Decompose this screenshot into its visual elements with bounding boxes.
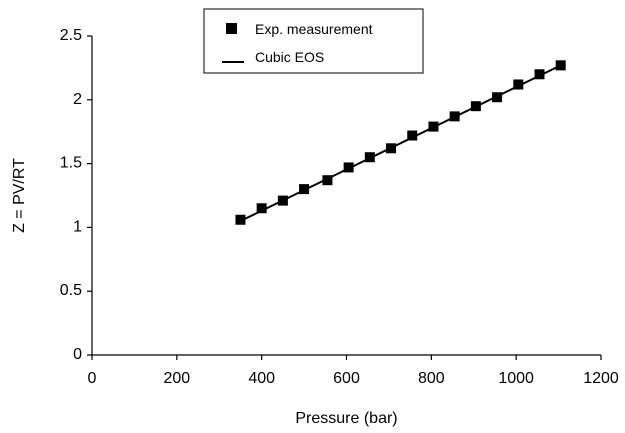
x-tick-label: 1200: [583, 370, 619, 387]
plot-area: [235, 60, 566, 225]
data-point: [555, 60, 566, 71]
data-point: [470, 101, 481, 112]
x-tick-label: 400: [248, 370, 275, 387]
data-point: [277, 195, 288, 206]
cubic-eos-line: [240, 64, 562, 222]
x-tick-label: 0: [88, 370, 97, 387]
y-tick-label: 0.5: [60, 282, 82, 299]
legend-label-exp: Exp. measurement: [255, 21, 373, 37]
x-tick-label: 200: [163, 370, 190, 387]
data-point: [256, 203, 267, 214]
x-tick-label: 800: [418, 370, 445, 387]
y-tick-label: 2.5: [60, 27, 82, 44]
data-point: [235, 214, 246, 225]
y-tick-label: 0: [73, 346, 82, 363]
axes: 0 200 400 600 800 1000 1200 0 0.5 1 1.5 2 2.5: [60, 27, 619, 387]
y-axis-title: Z = PV/RT: [11, 158, 28, 233]
legend-label-eos: Cubic EOS: [255, 49, 324, 65]
legend: Exp. measurement Cubic EOS: [203, 8, 424, 74]
data-point: [492, 92, 503, 103]
data-point: [428, 121, 439, 132]
data-point: [534, 69, 545, 80]
legend-marker-square: [226, 23, 237, 34]
data-point: [449, 111, 460, 122]
data-point: [299, 184, 310, 195]
data-point: [343, 162, 354, 173]
data-point: [407, 130, 418, 141]
data-point: [513, 79, 524, 90]
y-tick-label: 1.5: [60, 155, 82, 172]
data-point: [322, 175, 333, 186]
x-tick-label: 1000: [498, 370, 534, 387]
y-tick-label: 2: [73, 91, 82, 108]
x-axis-title: Pressure (bar): [295, 410, 397, 427]
data-point: [364, 152, 375, 163]
data-point: [386, 143, 397, 154]
y-tick-label: 1: [73, 218, 82, 235]
x-tick-label: 600: [333, 370, 360, 387]
